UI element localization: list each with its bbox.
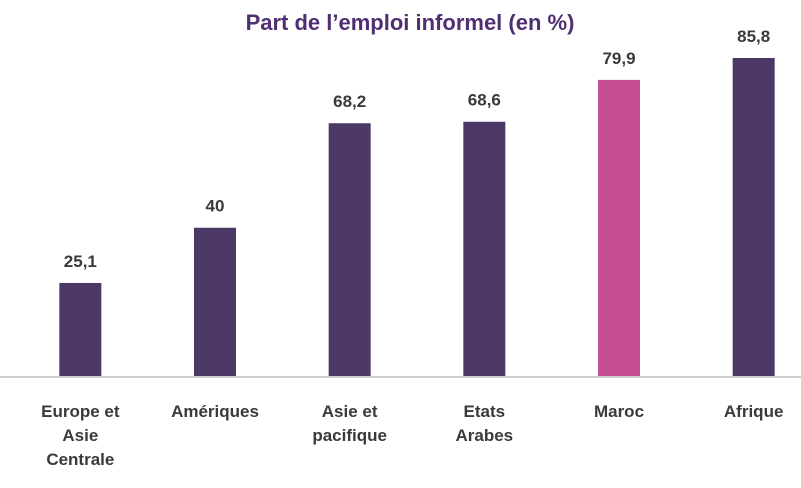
bar (598, 79, 640, 377)
bar (463, 121, 506, 376)
x-tick-label: Etats Arabes (455, 402, 514, 445)
x-tick-label: Asie et pacifique (312, 402, 387, 445)
x-tick-label: Afrique (723, 402, 784, 421)
bar (732, 58, 775, 376)
data-label: 68,2 (333, 92, 366, 111)
data-label: 25,1 (64, 252, 97, 271)
data-label: 68,6 (468, 91, 501, 110)
x-tick-label: Europe et Asie Centrale (41, 402, 120, 469)
x-tick-label: Amériques (171, 402, 259, 421)
data-label: 79,9 (602, 49, 635, 68)
data-label: 40 (206, 197, 225, 216)
data-label: 85,8 (737, 27, 770, 46)
bar (59, 282, 102, 376)
x-tick-label: Maroc (593, 402, 645, 421)
bar (328, 123, 371, 376)
bar (194, 227, 236, 376)
chart-title: Part de l’emploi informel (en %) (246, 10, 575, 35)
